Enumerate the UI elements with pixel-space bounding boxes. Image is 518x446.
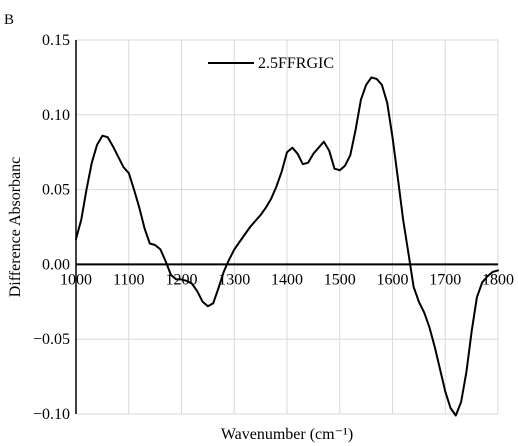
y-axis-label: Difference Absorbanc — [7, 157, 24, 298]
y-tick-label: 0.05 — [42, 182, 70, 199]
x-tick-label: 1000 — [60, 271, 92, 288]
grid-lines — [75, 39, 499, 415]
panel-label: B — [4, 12, 14, 28]
series-lines — [75, 76, 499, 417]
y-tick-label: 0.10 — [42, 107, 70, 124]
series-line-0 — [75, 76, 499, 417]
x-tick-label: 1800 — [482, 271, 514, 288]
y-tick-label: 0.00 — [42, 256, 70, 273]
x-tick-label: 1400 — [271, 271, 303, 288]
y-tick-label: −0.10 — [33, 406, 70, 423]
x-tick-label: 1300 — [218, 271, 250, 288]
x-tick-label: 1500 — [324, 271, 356, 288]
y-tick-label: −0.05 — [33, 331, 70, 348]
x-tick-label: 1100 — [113, 271, 144, 288]
x-axis-label: Wavenumber (cm⁻¹) — [221, 426, 353, 443]
legend-label: 2.5FFRGIC — [258, 55, 334, 72]
legend: 2.5FFRGIC — [208, 55, 334, 72]
x-tick-label: 1700 — [429, 271, 461, 288]
y-tick-label: 0.15 — [42, 32, 70, 49]
x-tick-label: 1600 — [377, 271, 409, 288]
axes — [75, 40, 498, 414]
